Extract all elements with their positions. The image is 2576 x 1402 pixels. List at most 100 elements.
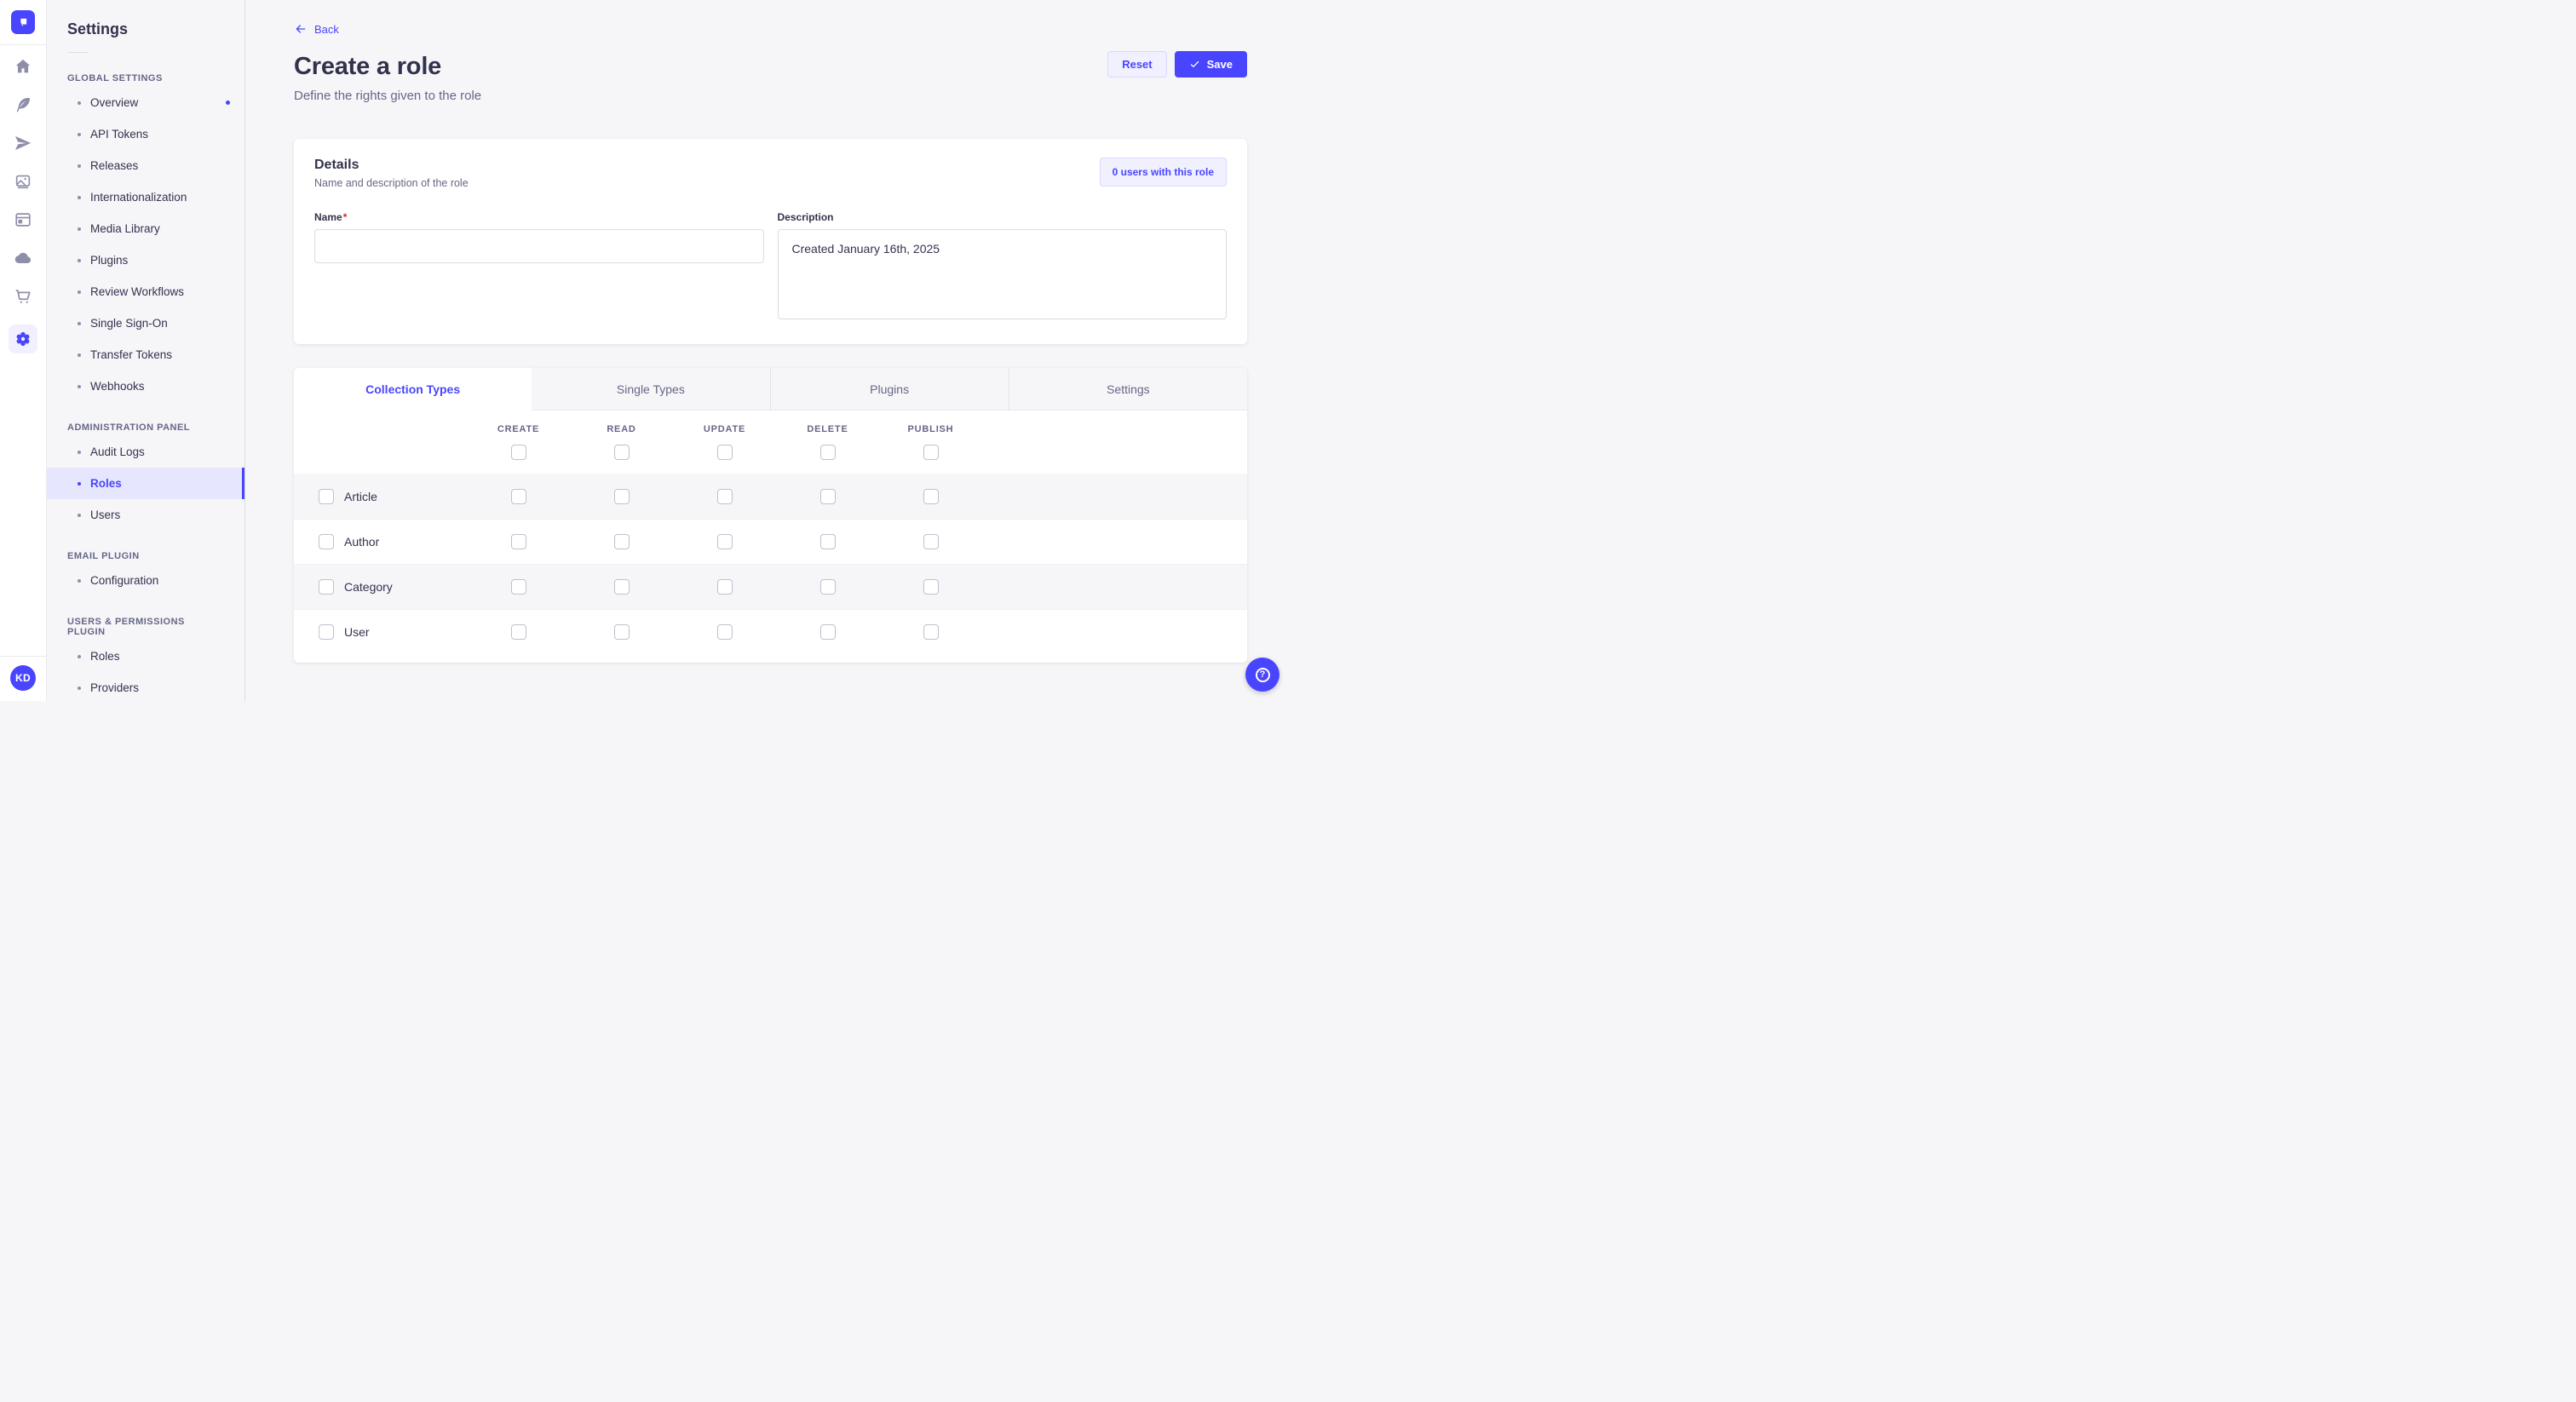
author-delete-checkbox[interactable]	[819, 534, 836, 549]
details-card: Details Name and description of the role…	[294, 139, 1247, 344]
category-select-checkbox[interactable]	[319, 579, 334, 595]
content-type-builder-feather-icon[interactable]	[13, 95, 33, 115]
strapi-logo-icon	[20, 18, 27, 27]
article-update-checkbox[interactable]	[716, 488, 733, 504]
bullet-icon	[78, 450, 81, 454]
details-title: Details	[314, 158, 359, 172]
column-delete: DELETE	[776, 424, 879, 460]
cloud-icon[interactable]	[13, 248, 33, 268]
subnav-item-api-tokens[interactable]: API Tokens	[47, 118, 244, 150]
save-button[interactable]: Save	[1174, 51, 1247, 78]
description-textarea[interactable]: Created January 16th, 2025	[777, 229, 1227, 319]
bullet-icon	[78, 513, 81, 517]
column-update: UPDATE	[673, 424, 776, 460]
main-content: Back Create a role Define the rights giv…	[245, 0, 1288, 701]
tab-single-types[interactable]: Single Types	[532, 368, 770, 411]
category-delete-checkbox[interactable]	[819, 579, 836, 595]
subnav-item-label: Roles	[90, 477, 122, 490]
page-subtitle: Define the rights given to the role	[294, 89, 482, 103]
header-actions: Reset Save	[1107, 51, 1247, 78]
column-publish: PUBLISH	[879, 424, 982, 460]
tab-settings[interactable]: Settings	[1008, 368, 1247, 411]
author-read-checkbox[interactable]	[613, 534, 630, 549]
subnav-item-overview[interactable]: Overview	[47, 87, 244, 118]
subnav-item-transfer-tokens[interactable]: Transfer Tokens	[47, 339, 244, 371]
subnav-item-releases[interactable]: Releases	[47, 150, 244, 181]
content-manager-layout-icon[interactable]	[13, 210, 33, 230]
subnav-item-providers[interactable]: Providers	[47, 672, 244, 701]
article-read-checkbox[interactable]	[613, 488, 630, 504]
users-with-role-button[interactable]: 0 users with this role	[1099, 158, 1227, 187]
article-publish-checkbox[interactable]	[923, 488, 939, 504]
user-update-checkbox[interactable]	[716, 624, 733, 640]
column-label: READ	[607, 424, 636, 434]
select-all-delete-checkbox[interactable]	[819, 445, 836, 460]
table-row-author: Author	[294, 519, 1247, 564]
user-avatar[interactable]: KD	[10, 665, 36, 691]
help-button[interactable]: ?	[1245, 658, 1279, 692]
article-create-checkbox[interactable]	[510, 488, 526, 504]
bullet-icon	[78, 686, 81, 690]
notification-dot-icon	[226, 101, 230, 105]
settings-gear-icon[interactable]	[9, 325, 37, 353]
user-publish-checkbox[interactable]	[923, 624, 939, 640]
table-row-article: Article	[294, 474, 1247, 519]
article-delete-checkbox[interactable]	[819, 488, 836, 504]
column-create: CREATE	[467, 424, 570, 460]
deploy-paper-plane-icon[interactable]	[13, 133, 33, 153]
subnav-item-label: Providers	[90, 681, 140, 694]
author-create-checkbox[interactable]	[510, 534, 526, 549]
subnav-item-label: Single Sign-On	[90, 317, 168, 330]
bullet-icon	[78, 353, 81, 357]
author-select-checkbox[interactable]	[319, 534, 334, 549]
subnav-item-webhooks[interactable]: Webhooks	[47, 371, 244, 402]
subnav-item-users[interactable]: Users	[47, 499, 244, 531]
subnav-item-label: Webhooks	[90, 380, 145, 393]
select-all-read-checkbox[interactable]	[613, 445, 630, 460]
category-create-checkbox[interactable]	[510, 579, 526, 595]
subnav-item-configuration[interactable]: Configuration	[47, 565, 244, 596]
bullet-icon	[78, 101, 81, 105]
author-publish-checkbox[interactable]	[923, 534, 939, 549]
article-select-checkbox[interactable]	[319, 488, 334, 504]
row-label-cell: User	[294, 624, 467, 640]
select-all-publish-checkbox[interactable]	[923, 445, 939, 460]
permissions-card: Collection Types Single Types Plugins Se…	[294, 368, 1247, 663]
user-read-checkbox[interactable]	[613, 624, 630, 640]
user-select-checkbox[interactable]	[319, 624, 334, 640]
subnav-item-roles-up[interactable]: Roles	[47, 641, 244, 672]
select-all-update-checkbox[interactable]	[716, 445, 733, 460]
strapi-logo[interactable]	[11, 10, 35, 34]
subnav-item-single-sign-on[interactable]: Single Sign-On	[47, 307, 244, 339]
category-publish-checkbox[interactable]	[923, 579, 939, 595]
user-create-checkbox[interactable]	[510, 624, 526, 640]
description-label: Description	[777, 211, 834, 223]
table-row-user: User	[294, 609, 1247, 654]
column-label: UPDATE	[703, 424, 746, 434]
home-icon[interactable]	[13, 56, 33, 77]
back-link[interactable]: Back	[294, 22, 339, 36]
author-update-checkbox[interactable]	[716, 534, 733, 549]
subnav-item-roles-admin[interactable]: Roles	[47, 468, 244, 499]
subnav-item-media-library[interactable]: Media Library	[47, 213, 244, 244]
row-label-cell: Category	[294, 579, 467, 595]
section-users-permissions-plugin: USERS & PERMISSIONS PLUGIN Roles Provide…	[47, 617, 244, 701]
row-label: User	[344, 625, 370, 639]
user-delete-checkbox[interactable]	[819, 624, 836, 640]
category-update-checkbox[interactable]	[716, 579, 733, 595]
tab-collection-types[interactable]: Collection Types	[294, 368, 532, 411]
select-all-create-checkbox[interactable]	[510, 445, 526, 460]
subnav-item-review-workflows[interactable]: Review Workflows	[47, 276, 244, 307]
row-label-cell: Author	[294, 534, 467, 549]
media-library-icon[interactable]	[13, 171, 33, 192]
subnav-title: Settings	[67, 20, 129, 37]
tab-plugins[interactable]: Plugins	[769, 368, 1009, 411]
subnav-item-audit-logs[interactable]: Audit Logs	[47, 436, 244, 468]
reset-button[interactable]: Reset	[1107, 51, 1167, 78]
marketplace-cart-icon[interactable]	[13, 286, 33, 307]
subnav-item-internationalization[interactable]: Internationalization	[47, 181, 244, 213]
name-input[interactable]	[314, 229, 764, 263]
row-label: Article	[344, 489, 377, 503]
category-read-checkbox[interactable]	[613, 579, 630, 595]
subnav-item-plugins[interactable]: Plugins	[47, 244, 244, 276]
